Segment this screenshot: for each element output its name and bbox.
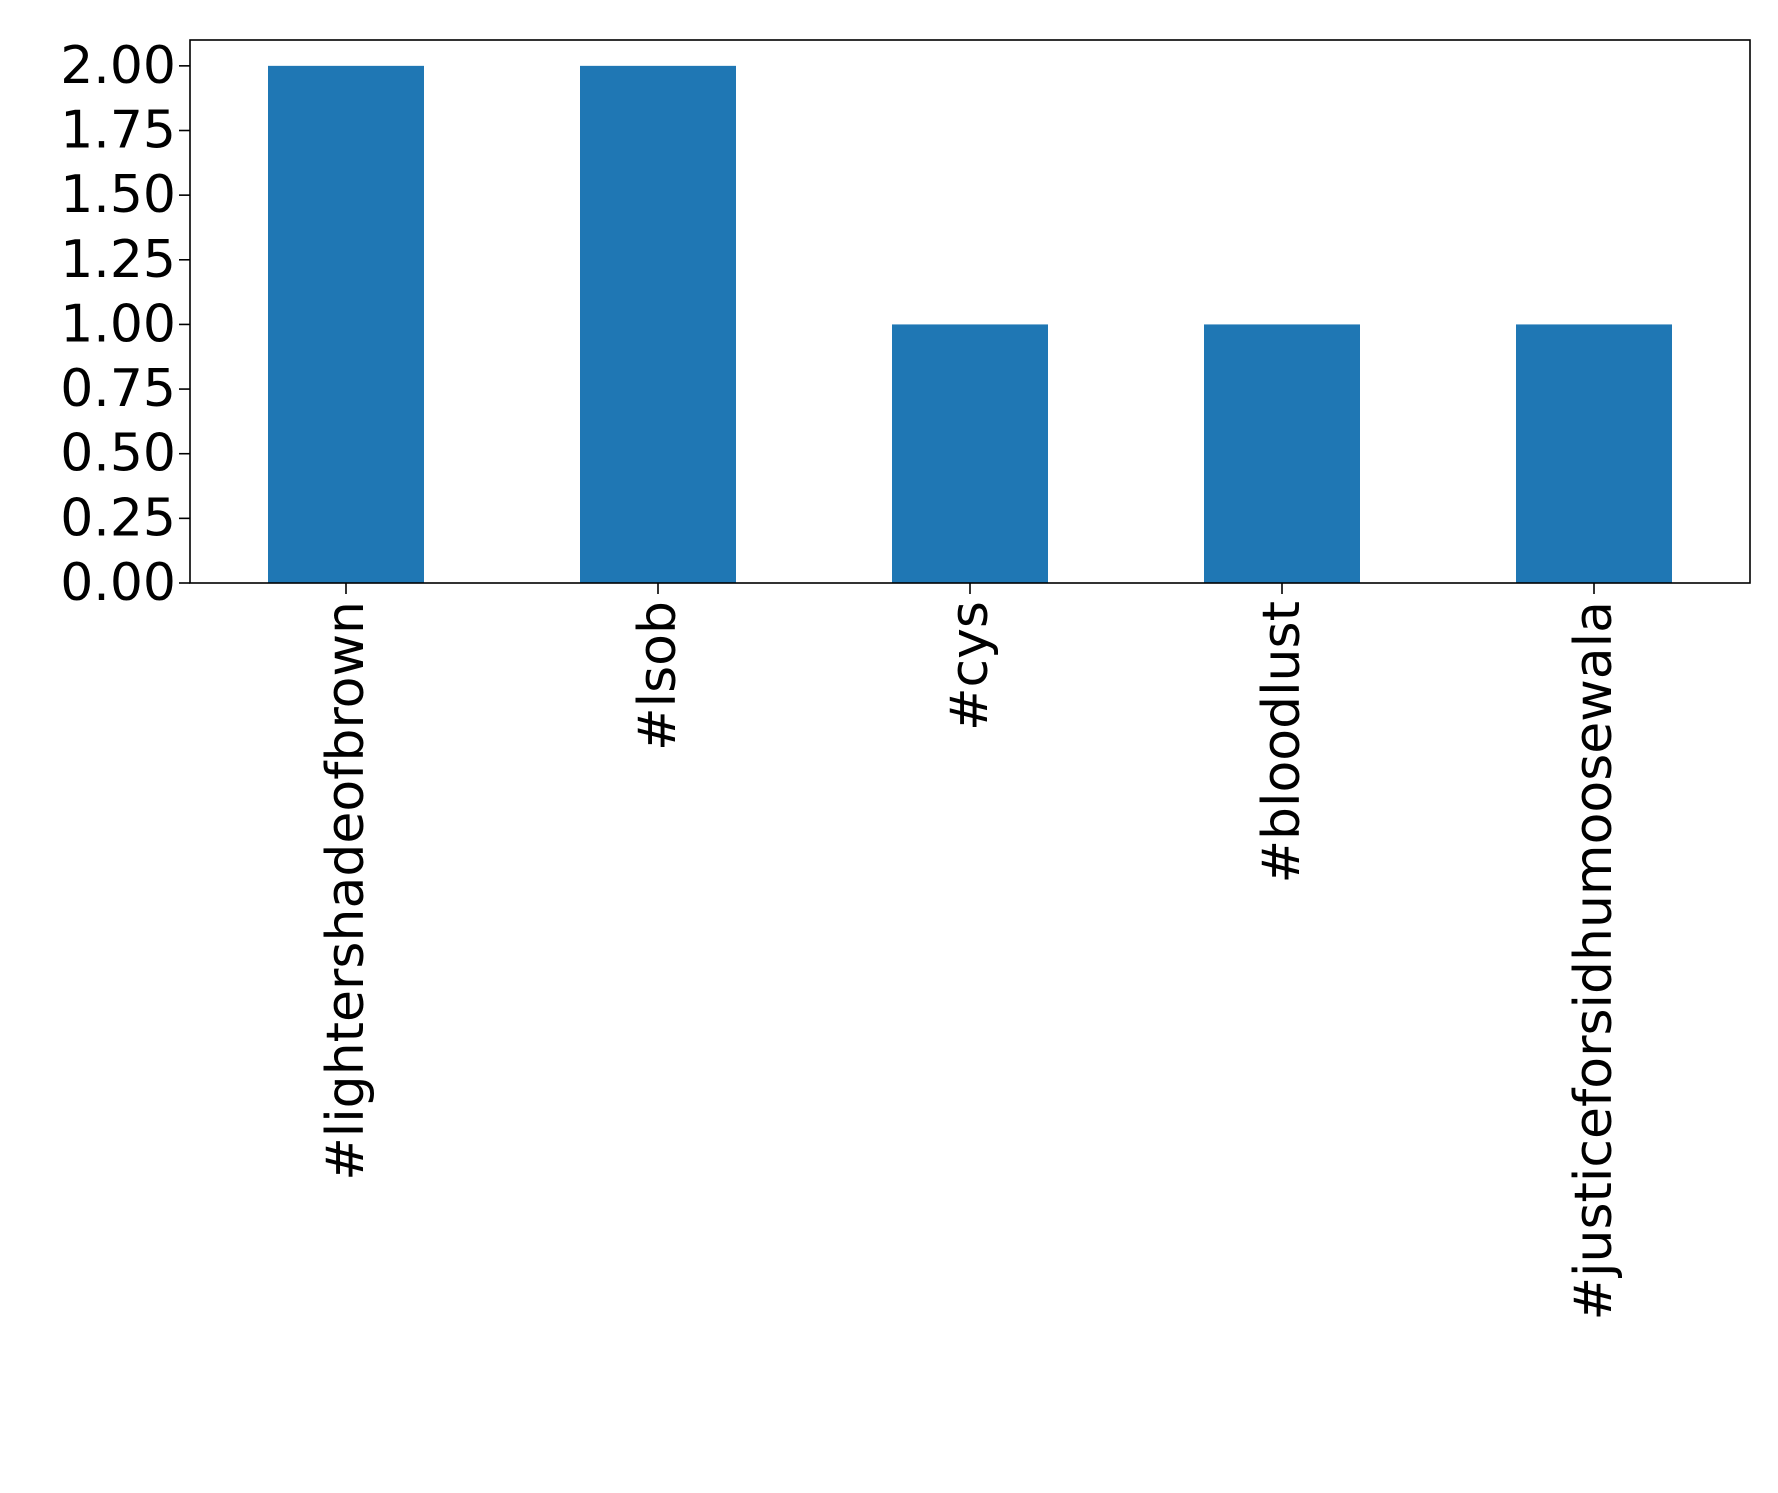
x-category-label: #lsob [628,601,688,751]
bar [1516,324,1672,583]
bar [1204,324,1360,583]
x-category-label: #lightershadeofbrown [316,601,376,1181]
y-tick-label: 1.00 [60,294,176,354]
bar [580,65,736,584]
bar [268,65,424,584]
bars-group [268,65,1672,584]
y-tick-label: 0.00 [60,553,176,613]
bar [892,324,1048,583]
x-category-label: #justiceforsidhumoosewala [1564,601,1624,1321]
x-category-label: #cys [940,601,1000,731]
y-tick-label: 1.25 [60,230,176,290]
y-tick-label: 1.75 [60,101,176,161]
y-tick-label: 0.50 [60,424,176,484]
y-tick-label: 1.50 [60,165,176,225]
x-axis-ticks: #lightershadeofbrown #lsob #cys #bloodlust #… [316,583,1624,1321]
y-axis-ticks: 0.000.250.500.751.001.251.501.752.00 [60,36,190,613]
y-tick-label: 0.25 [60,488,176,548]
y-tick-label: 2.00 [60,36,176,96]
x-category-label: #bloodlust [1252,601,1312,884]
y-tick-label: 0.75 [60,359,176,419]
